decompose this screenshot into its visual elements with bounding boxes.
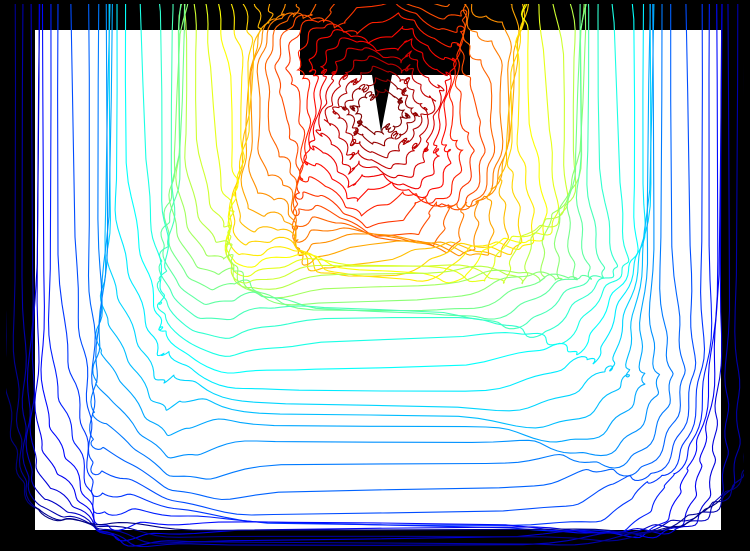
contour-line — [124, 4, 639, 374]
contour-line — [70, 4, 697, 516]
contour-line — [227, 4, 535, 282]
contour-line — [163, 4, 587, 312]
contour-line — [47, 4, 713, 533]
contour-line — [29, 4, 723, 547]
contour-line — [114, 4, 646, 392]
contour-line — [92, 4, 661, 459]
contour-line — [274, 4, 486, 237]
contour-line — [90, 4, 674, 480]
contour-line — [308, 37, 452, 190]
contour-line — [168, 4, 587, 306]
contour-line — [87, 4, 686, 501]
contour-line — [205, 4, 560, 283]
notch — [300, 0, 470, 132]
contour-line — [323, 55, 437, 170]
contour-line — [12, 4, 744, 542]
contour-line — [264, 4, 496, 246]
contour-line — [95, 4, 651, 443]
plot-area — [35, 30, 721, 530]
contour-line — [183, 4, 577, 290]
contour-line — [230, 4, 530, 277]
contour-line — [99, 4, 655, 429]
contour-line — [285, 4, 475, 229]
contour-line — [156, 4, 619, 339]
contour-line — [21, 4, 741, 546]
contour-line — [339, 77, 421, 147]
contour-line — [256, 4, 504, 254]
contour-line — [248, 4, 512, 257]
contour-line — [332, 65, 428, 159]
contour-line — [349, 88, 411, 136]
contour-line — [218, 4, 548, 284]
contour-line — [25, 4, 731, 547]
contour-line — [106, 4, 652, 412]
contour-line — [40, 4, 719, 539]
contour-line — [296, 12, 464, 217]
contour-line — [315, 47, 445, 179]
contour-line — [57, 4, 706, 526]
contour-line — [303, 25, 457, 202]
contour-line — [6, 310, 744, 535]
contour-line — [34, 4, 723, 542]
contour-line — [193, 4, 569, 285]
contour-line — [158, 4, 606, 330]
contour-line — [160, 4, 593, 320]
